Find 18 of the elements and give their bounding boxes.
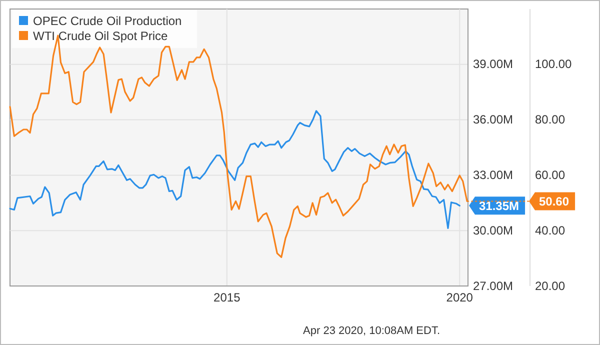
y2-tick-label: 60.00 bbox=[535, 168, 566, 182]
data-label: 50.60 bbox=[539, 194, 570, 209]
y-tick-label: 30.00M bbox=[473, 223, 514, 238]
line-series bbox=[9, 110, 460, 229]
text: Apr 23 2020, 10:08AM EDT. bbox=[303, 325, 440, 337]
data-label: 31.35M bbox=[479, 199, 520, 214]
legend-label: WTI Crude Oil Spot Price bbox=[33, 29, 168, 43]
x-tick-label: 2015 bbox=[214, 290, 241, 305]
y2-tick-label: 40.00 bbox=[535, 223, 566, 238]
y-tick-label: 27.00M bbox=[473, 278, 514, 293]
y-tick-label: 33.00M bbox=[473, 168, 514, 182]
y2-tick-label: 20.00 bbox=[535, 278, 566, 293]
y2-tick-label: 100.00 bbox=[535, 57, 572, 72]
y-tick-label: 36.00M bbox=[473, 112, 514, 127]
legend-label: OPEC Crude Oil Production bbox=[33, 14, 182, 28]
x-tick-label: 2020 bbox=[446, 290, 474, 305]
y2-tick-label: 80.00 bbox=[535, 112, 566, 127]
y-tick-label: 39.00M bbox=[473, 57, 514, 72]
